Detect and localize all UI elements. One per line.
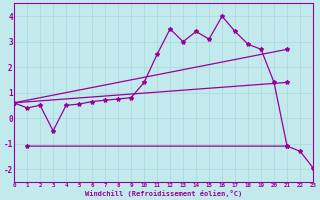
X-axis label: Windchill (Refroidissement éolien,°C): Windchill (Refroidissement éolien,°C)	[85, 190, 242, 197]
